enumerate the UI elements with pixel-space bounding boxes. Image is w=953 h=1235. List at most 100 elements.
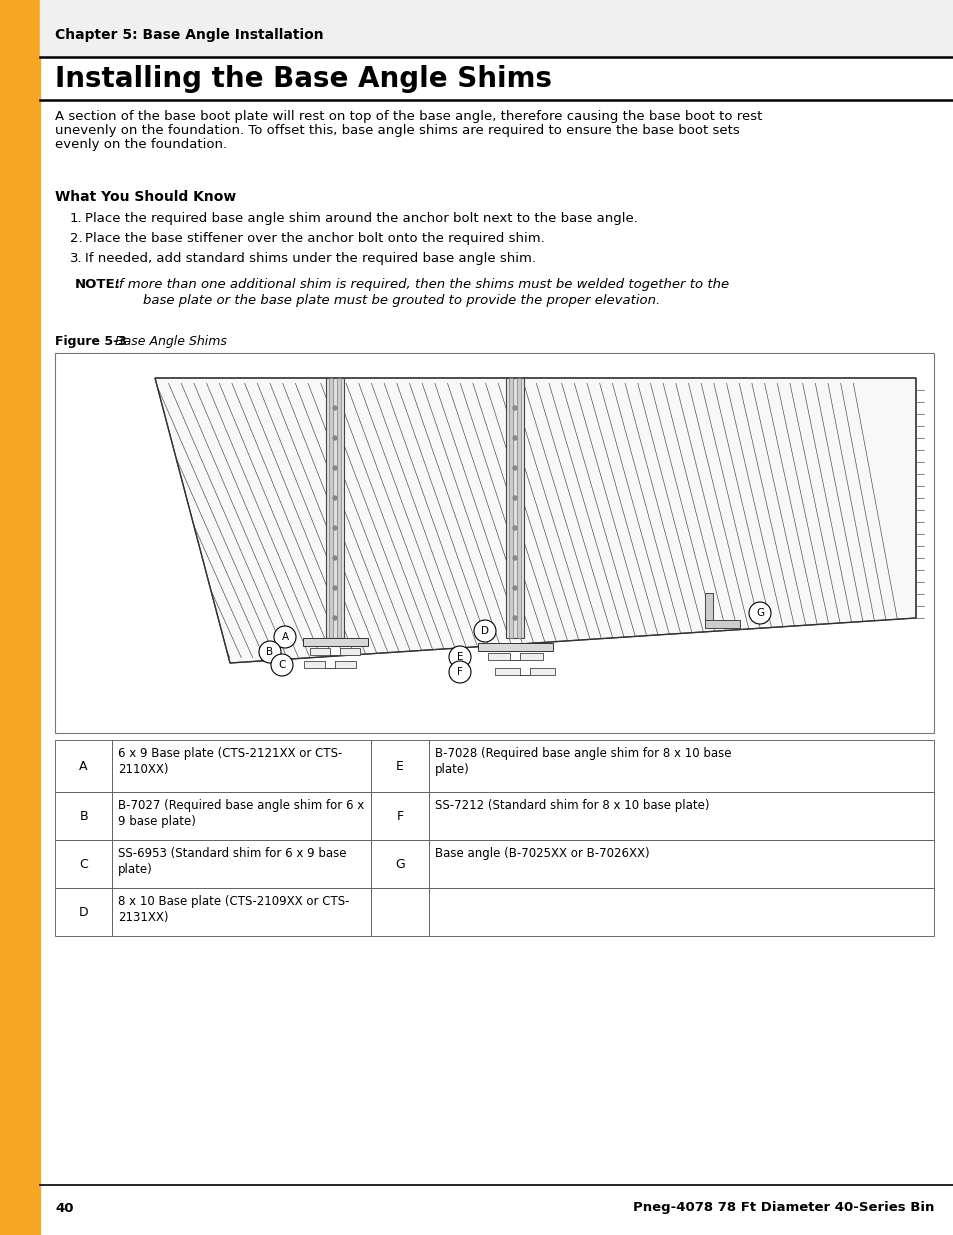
Text: D: D bbox=[480, 626, 489, 636]
Bar bbox=[310, 648, 359, 655]
Bar bbox=[510, 653, 519, 659]
Text: unevenly on the foundation. To offset this, base angle shims are required to ens: unevenly on the foundation. To offset th… bbox=[55, 124, 739, 137]
Circle shape bbox=[474, 620, 496, 642]
Text: 3.: 3. bbox=[70, 252, 83, 266]
Bar bbox=[477, 643, 553, 651]
Circle shape bbox=[274, 626, 295, 648]
Circle shape bbox=[333, 585, 336, 590]
Bar bbox=[303, 638, 368, 646]
Circle shape bbox=[449, 661, 471, 683]
Bar bbox=[517, 378, 520, 638]
Text: B-7027 (Required base angle shim for 6 x
9 base plate): B-7027 (Required base angle shim for 6 x… bbox=[118, 799, 364, 829]
Text: F: F bbox=[456, 667, 462, 677]
Circle shape bbox=[513, 526, 517, 530]
Bar bbox=[428, 792, 933, 840]
Bar bbox=[112, 888, 371, 936]
Text: E: E bbox=[456, 652, 463, 662]
Text: What You Should Know: What You Should Know bbox=[55, 190, 236, 204]
Text: 8 x 10 Base plate (CTS-2109XX or CTS-
2131XX): 8 x 10 Base plate (CTS-2109XX or CTS- 21… bbox=[118, 895, 349, 925]
Circle shape bbox=[513, 496, 517, 500]
Text: E: E bbox=[395, 760, 403, 773]
Text: C: C bbox=[278, 659, 285, 671]
Bar bbox=[112, 840, 371, 888]
Bar bbox=[329, 378, 333, 638]
Text: Pneg-4078 78 Ft Diameter 40-Series Bin: Pneg-4078 78 Ft Diameter 40-Series Bin bbox=[632, 1202, 933, 1214]
Text: If more than one additional shim is required, then the shims must be welded toge: If more than one additional shim is requ… bbox=[115, 278, 728, 291]
Bar bbox=[371, 792, 428, 840]
Circle shape bbox=[513, 436, 517, 440]
Circle shape bbox=[333, 616, 336, 620]
Bar bbox=[55, 353, 933, 734]
Text: A section of the base boot plate will rest on top of the base angle, therefore c: A section of the base boot plate will re… bbox=[55, 110, 761, 124]
Text: Place the base stiffener over the anchor bolt onto the required shim.: Place the base stiffener over the anchor… bbox=[85, 232, 544, 245]
Circle shape bbox=[748, 601, 770, 624]
Text: G: G bbox=[395, 857, 404, 871]
Text: A: A bbox=[79, 760, 88, 773]
Text: SS-7212 (Standard shim for 8 x 10 base plate): SS-7212 (Standard shim for 8 x 10 base p… bbox=[435, 799, 708, 811]
Bar bbox=[371, 740, 428, 792]
Bar bbox=[428, 888, 933, 936]
Bar bbox=[336, 378, 340, 638]
Text: NOTE:: NOTE: bbox=[75, 278, 121, 291]
Bar bbox=[505, 378, 523, 638]
Circle shape bbox=[513, 616, 517, 620]
Bar bbox=[371, 840, 428, 888]
Bar bbox=[55, 888, 112, 936]
Text: Figure 5-3: Figure 5-3 bbox=[55, 335, 127, 348]
Bar bbox=[0, 0, 40, 1235]
Bar bbox=[112, 792, 371, 840]
Polygon shape bbox=[154, 378, 915, 663]
Bar bbox=[326, 378, 344, 638]
Text: Base angle (B-7025XX or B-7026XX): Base angle (B-7025XX or B-7026XX) bbox=[435, 847, 649, 860]
Text: 1.: 1. bbox=[70, 212, 83, 225]
Bar bbox=[55, 840, 112, 888]
Circle shape bbox=[258, 641, 281, 663]
Text: evenly on the foundation.: evenly on the foundation. bbox=[55, 138, 227, 151]
Text: 6 x 9 Base plate (CTS-2121XX or CTS-
2110XX): 6 x 9 Base plate (CTS-2121XX or CTS- 211… bbox=[118, 747, 342, 777]
Text: B-7028 (Required base angle shim for 8 x 10 base
plate): B-7028 (Required base angle shim for 8 x… bbox=[435, 747, 730, 777]
Bar bbox=[704, 593, 712, 629]
Bar bbox=[55, 740, 112, 792]
Bar bbox=[495, 668, 555, 676]
Text: C: C bbox=[79, 857, 88, 871]
Bar bbox=[55, 792, 112, 840]
Circle shape bbox=[333, 556, 336, 559]
Bar bbox=[371, 888, 428, 936]
Circle shape bbox=[333, 436, 336, 440]
Circle shape bbox=[333, 496, 336, 500]
Circle shape bbox=[333, 406, 336, 410]
Text: SS-6953 (Standard shim for 6 x 9 base
plate): SS-6953 (Standard shim for 6 x 9 base pl… bbox=[118, 847, 346, 877]
Circle shape bbox=[449, 646, 471, 668]
Bar bbox=[704, 620, 740, 629]
Text: F: F bbox=[396, 809, 403, 823]
Bar bbox=[519, 668, 530, 676]
Bar bbox=[428, 840, 933, 888]
Circle shape bbox=[271, 655, 293, 676]
Text: A: A bbox=[281, 632, 288, 642]
Circle shape bbox=[333, 526, 336, 530]
Text: 40: 40 bbox=[55, 1202, 73, 1214]
Bar bbox=[509, 378, 513, 638]
Bar bbox=[428, 740, 933, 792]
Bar bbox=[112, 740, 371, 792]
Text: Chapter 5: Base Angle Installation: Chapter 5: Base Angle Installation bbox=[55, 28, 323, 42]
Text: Installing the Base Angle Shims: Installing the Base Angle Shims bbox=[55, 65, 552, 93]
Text: G: G bbox=[755, 608, 763, 618]
Circle shape bbox=[333, 466, 336, 471]
Text: B: B bbox=[266, 647, 274, 657]
Text: Base Angle Shims: Base Angle Shims bbox=[111, 335, 227, 348]
Text: 2.: 2. bbox=[70, 232, 83, 245]
Text: B: B bbox=[79, 809, 88, 823]
Bar bbox=[325, 661, 335, 668]
Bar bbox=[488, 653, 542, 659]
Circle shape bbox=[513, 406, 517, 410]
Text: D: D bbox=[79, 905, 89, 919]
Circle shape bbox=[513, 466, 517, 471]
Circle shape bbox=[513, 556, 517, 559]
Bar bbox=[304, 661, 355, 668]
Bar bbox=[330, 648, 339, 655]
Bar bbox=[40, 0, 953, 56]
Text: If needed, add standard shims under the required base angle shim.: If needed, add standard shims under the … bbox=[85, 252, 536, 266]
Text: Place the required base angle shim around the anchor bolt next to the base angle: Place the required base angle shim aroun… bbox=[85, 212, 638, 225]
Circle shape bbox=[513, 585, 517, 590]
